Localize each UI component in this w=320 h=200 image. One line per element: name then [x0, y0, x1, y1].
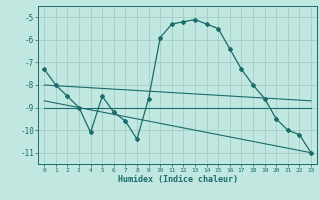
X-axis label: Humidex (Indice chaleur): Humidex (Indice chaleur)	[118, 175, 238, 184]
